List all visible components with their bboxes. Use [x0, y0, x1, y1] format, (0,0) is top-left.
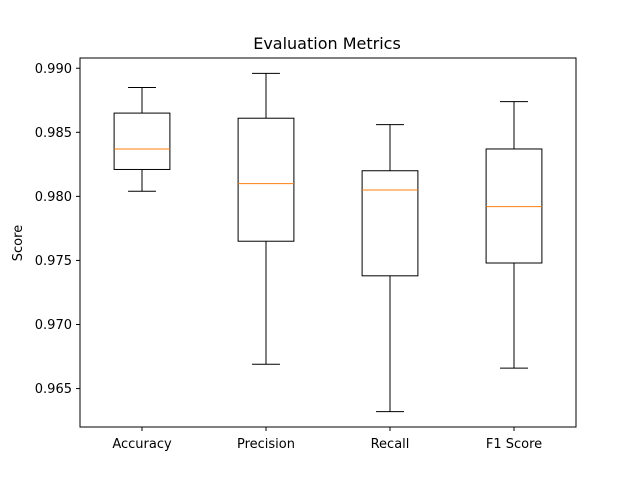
y-tick-label: 0.975	[35, 254, 72, 269]
y-tick-label: 0.990	[35, 62, 72, 77]
chart-title: Evaluation Metrics	[253, 34, 401, 53]
x-tick-label: Recall	[371, 437, 410, 452]
plot-frame	[79, 57, 577, 428]
plot-area: 0.965 0.970 0.975 0.980 0.985 0.990 Accuracy Pr…	[35, 62, 543, 452]
y-tick-label: 0.965	[35, 382, 72, 397]
iqr-box	[237, 117, 295, 242]
y-tick-label: 0.980	[35, 190, 72, 205]
iqr-box	[485, 148, 543, 264]
x-tick-label: Accuracy	[112, 437, 172, 452]
y-axis-label: Score	[11, 225, 26, 261]
x-tick-label: F1 Score	[486, 437, 542, 452]
iqr-box	[113, 112, 171, 170]
y-tick-label: 0.985	[35, 126, 72, 141]
y-tick-label: 0.970	[35, 318, 72, 333]
x-tick-label: Precision	[237, 437, 295, 452]
iqr-box	[361, 170, 419, 277]
